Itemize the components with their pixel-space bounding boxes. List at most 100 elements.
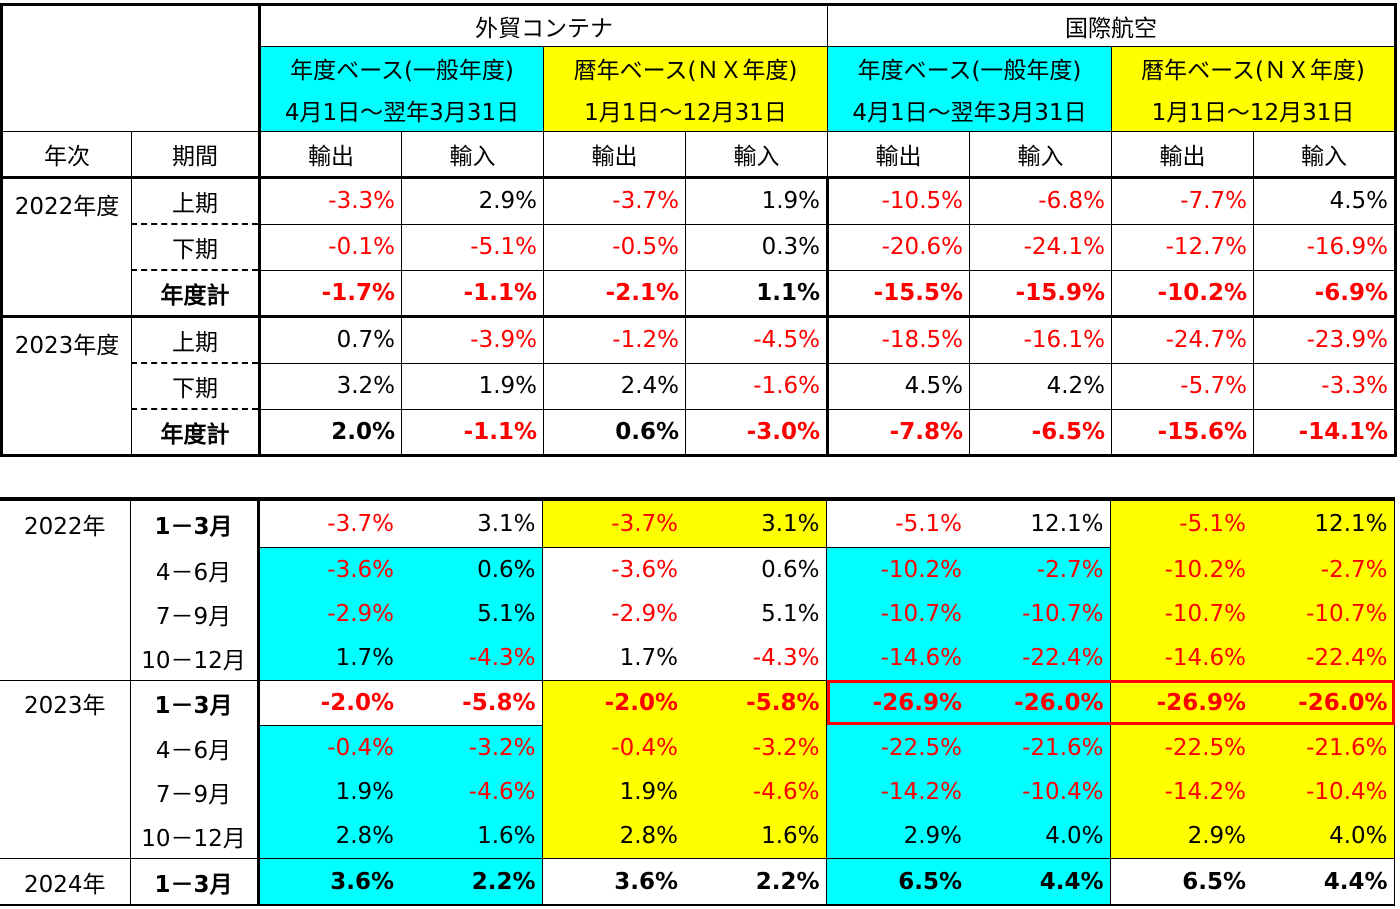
value-cell: -10.2%	[1111, 269, 1254, 318]
fiscal-basis-label: 年度ベース(一般年度)	[827, 46, 1112, 89]
table-row: 4－6月 -0.4% -3.2% -0.4% -3.2% -22.5% -21.6% -22.…	[0, 725, 1395, 771]
value-cell: 4.4%	[968, 858, 1111, 905]
value-cell: -2.0%	[542, 680, 684, 726]
period-cell: 1－3月	[129, 680, 260, 726]
value-cell: -10.2%	[826, 547, 968, 592]
value-cell: -5.8%	[400, 680, 543, 726]
value-cell: 1.9%	[401, 362, 544, 410]
value-cell: 0.6%	[400, 547, 543, 592]
table-row: 2023年度 上期 0.7% -3.9% -1.2% -4.5% -18.5% -16.1% -…	[1, 316, 1396, 456]
value-cell: 2.0%	[259, 408, 402, 456]
value-cell: -26.0%	[968, 680, 1111, 726]
value-cell: 6.5%	[826, 858, 968, 905]
table-row: 年度計 -1.7% -1.1% -2.1% 1.1% -15.5% -15.9% -10.2%…	[2, 269, 1396, 318]
value-cell: 12.1%	[1252, 499, 1395, 548]
col-header-export: 輸出	[259, 131, 402, 179]
value-cell: -14.2%	[1110, 770, 1252, 814]
value-cell: 0.6%	[543, 408, 686, 456]
value-cell: -14.6%	[826, 636, 968, 681]
fiscal-period-label: 4月1日～翌年3月31日	[827, 89, 1112, 132]
year-cell	[0, 592, 130, 636]
value-cell: -0.5%	[543, 223, 686, 271]
value-cell: -14.2%	[826, 770, 968, 814]
value-cell: 4.5%	[1253, 177, 1396, 225]
value-cell: 3.6%	[258, 858, 400, 905]
value-cell: -3.7%	[542, 499, 684, 548]
value-cell: -10.2%	[1110, 547, 1252, 592]
period-cell: 4－6月	[129, 547, 260, 592]
col-header-export: 輸出	[827, 131, 970, 179]
value-cell: -22.4%	[1252, 636, 1395, 681]
value-cell: -0.4%	[542, 725, 684, 770]
value-cell: -10.4%	[968, 770, 1111, 814]
value-cell: -2.7%	[1252, 547, 1395, 592]
value-cell: -4.3%	[684, 636, 827, 681]
value-cell: 1.9%	[542, 770, 684, 814]
value-cell: -2.0%	[258, 680, 400, 726]
value-cell: -20.6%	[827, 223, 970, 271]
value-cell: -0.4%	[258, 725, 400, 770]
value-cell: -4.6%	[684, 770, 827, 814]
value-cell: -3.6%	[542, 547, 684, 592]
value-cell: -4.5%	[685, 316, 829, 364]
table-row: 4－6月 -3.6% 0.6% -3.6% 0.6% -10.2% -2.7% -10.2% -…	[0, 547, 1395, 593]
corner-blank	[1, 4, 261, 47]
value-cell: -21.6%	[968, 725, 1111, 770]
value-cell: -3.3%	[259, 177, 402, 225]
value-cell: 2.8%	[258, 814, 400, 859]
col-header-period: 期間	[131, 131, 261, 179]
value-cell: 2.8%	[542, 814, 684, 859]
value-cell: -12.7%	[1111, 223, 1254, 271]
value-cell: -24.1%	[969, 223, 1112, 271]
table-row: 2024年 1－3月 3.6% 2.2% 3.6% 2.2% 6.5% 4.4% 6.5% 4.4…	[0, 858, 1395, 905]
value-cell: -0.1%	[259, 223, 402, 271]
value-cell: -4.6%	[400, 770, 543, 814]
value-cell: -3.0%	[685, 408, 829, 456]
value-cell: 1.9%	[685, 177, 829, 225]
value-cell: 1.6%	[400, 814, 543, 859]
group-header-air: 国際航空	[827, 4, 1396, 47]
value-cell: -5.1%	[401, 223, 544, 271]
value-cell: -1.7%	[259, 269, 402, 318]
table-row: 下期 -0.1% -5.1% -0.5% 0.3% -20.6% -24.1% -12.7% -…	[2, 223, 1396, 271]
period-cell: 1－3月	[129, 858, 260, 905]
value-cell: 4.2%	[969, 362, 1112, 410]
calendar-period-label: 1月1日～12月31日	[543, 89, 828, 132]
year-cell	[0, 548, 130, 593]
value-cell: 2.2%	[684, 858, 827, 905]
value-cell: -18.5%	[827, 316, 970, 364]
value-cell: -1.1%	[401, 408, 544, 456]
value-cell: 3.1%	[684, 499, 827, 548]
value-cell: -10.5%	[827, 177, 970, 225]
value-cell: 2.9%	[826, 814, 968, 859]
value-cell: 1.7%	[619, 645, 678, 671]
fiscal-year-table: 外貿コンテナ 国際航空 年度ベース(一般年度) 暦年ベース(ＮＸ年度) 年度ベー…	[0, 3, 1397, 457]
value-cell: -3.9%	[401, 316, 544, 364]
value-cell: -10.7%	[968, 592, 1111, 636]
col-header-export: 輸出	[543, 131, 686, 179]
fiscal-basis-label: 年度ベース(一般年度)	[259, 46, 544, 89]
value-cell: -5.1%	[895, 511, 962, 537]
year-cell	[0, 726, 130, 771]
period-cell: 上期	[131, 177, 261, 225]
period-cell: 下期	[131, 362, 261, 410]
value-cell: 0.7%	[259, 316, 402, 364]
value-cell: 2.9%	[401, 177, 544, 225]
value-cell: -7.8%	[827, 408, 970, 456]
value-cell: -2.7%	[968, 547, 1111, 592]
year-cell: 2023年度	[1, 316, 132, 456]
col-header-export: 輸出	[1111, 131, 1254, 179]
table-row: 10－12月 2.8% 1.6% 2.8% 1.6% 2.9% 4.0% 2.9% 4.0%	[0, 814, 1395, 859]
value-cell: 4.0%	[1252, 814, 1395, 859]
value-cell: -1.2%	[543, 316, 686, 364]
value-cell: 4.0%	[968, 814, 1111, 859]
value-cell: -26.9%	[826, 680, 968, 726]
period-cell: 年度計	[131, 269, 261, 318]
col-header-year: 年次	[1, 131, 132, 179]
value-cell: -23.9%	[1253, 316, 1396, 364]
value-cell: -6.9%	[1253, 269, 1396, 318]
value-cell: -4.3%	[400, 636, 543, 681]
value-cell: 2.2%	[400, 858, 543, 905]
value-cell: -3.7%	[327, 511, 394, 537]
value-cell: -3.6%	[258, 547, 400, 592]
